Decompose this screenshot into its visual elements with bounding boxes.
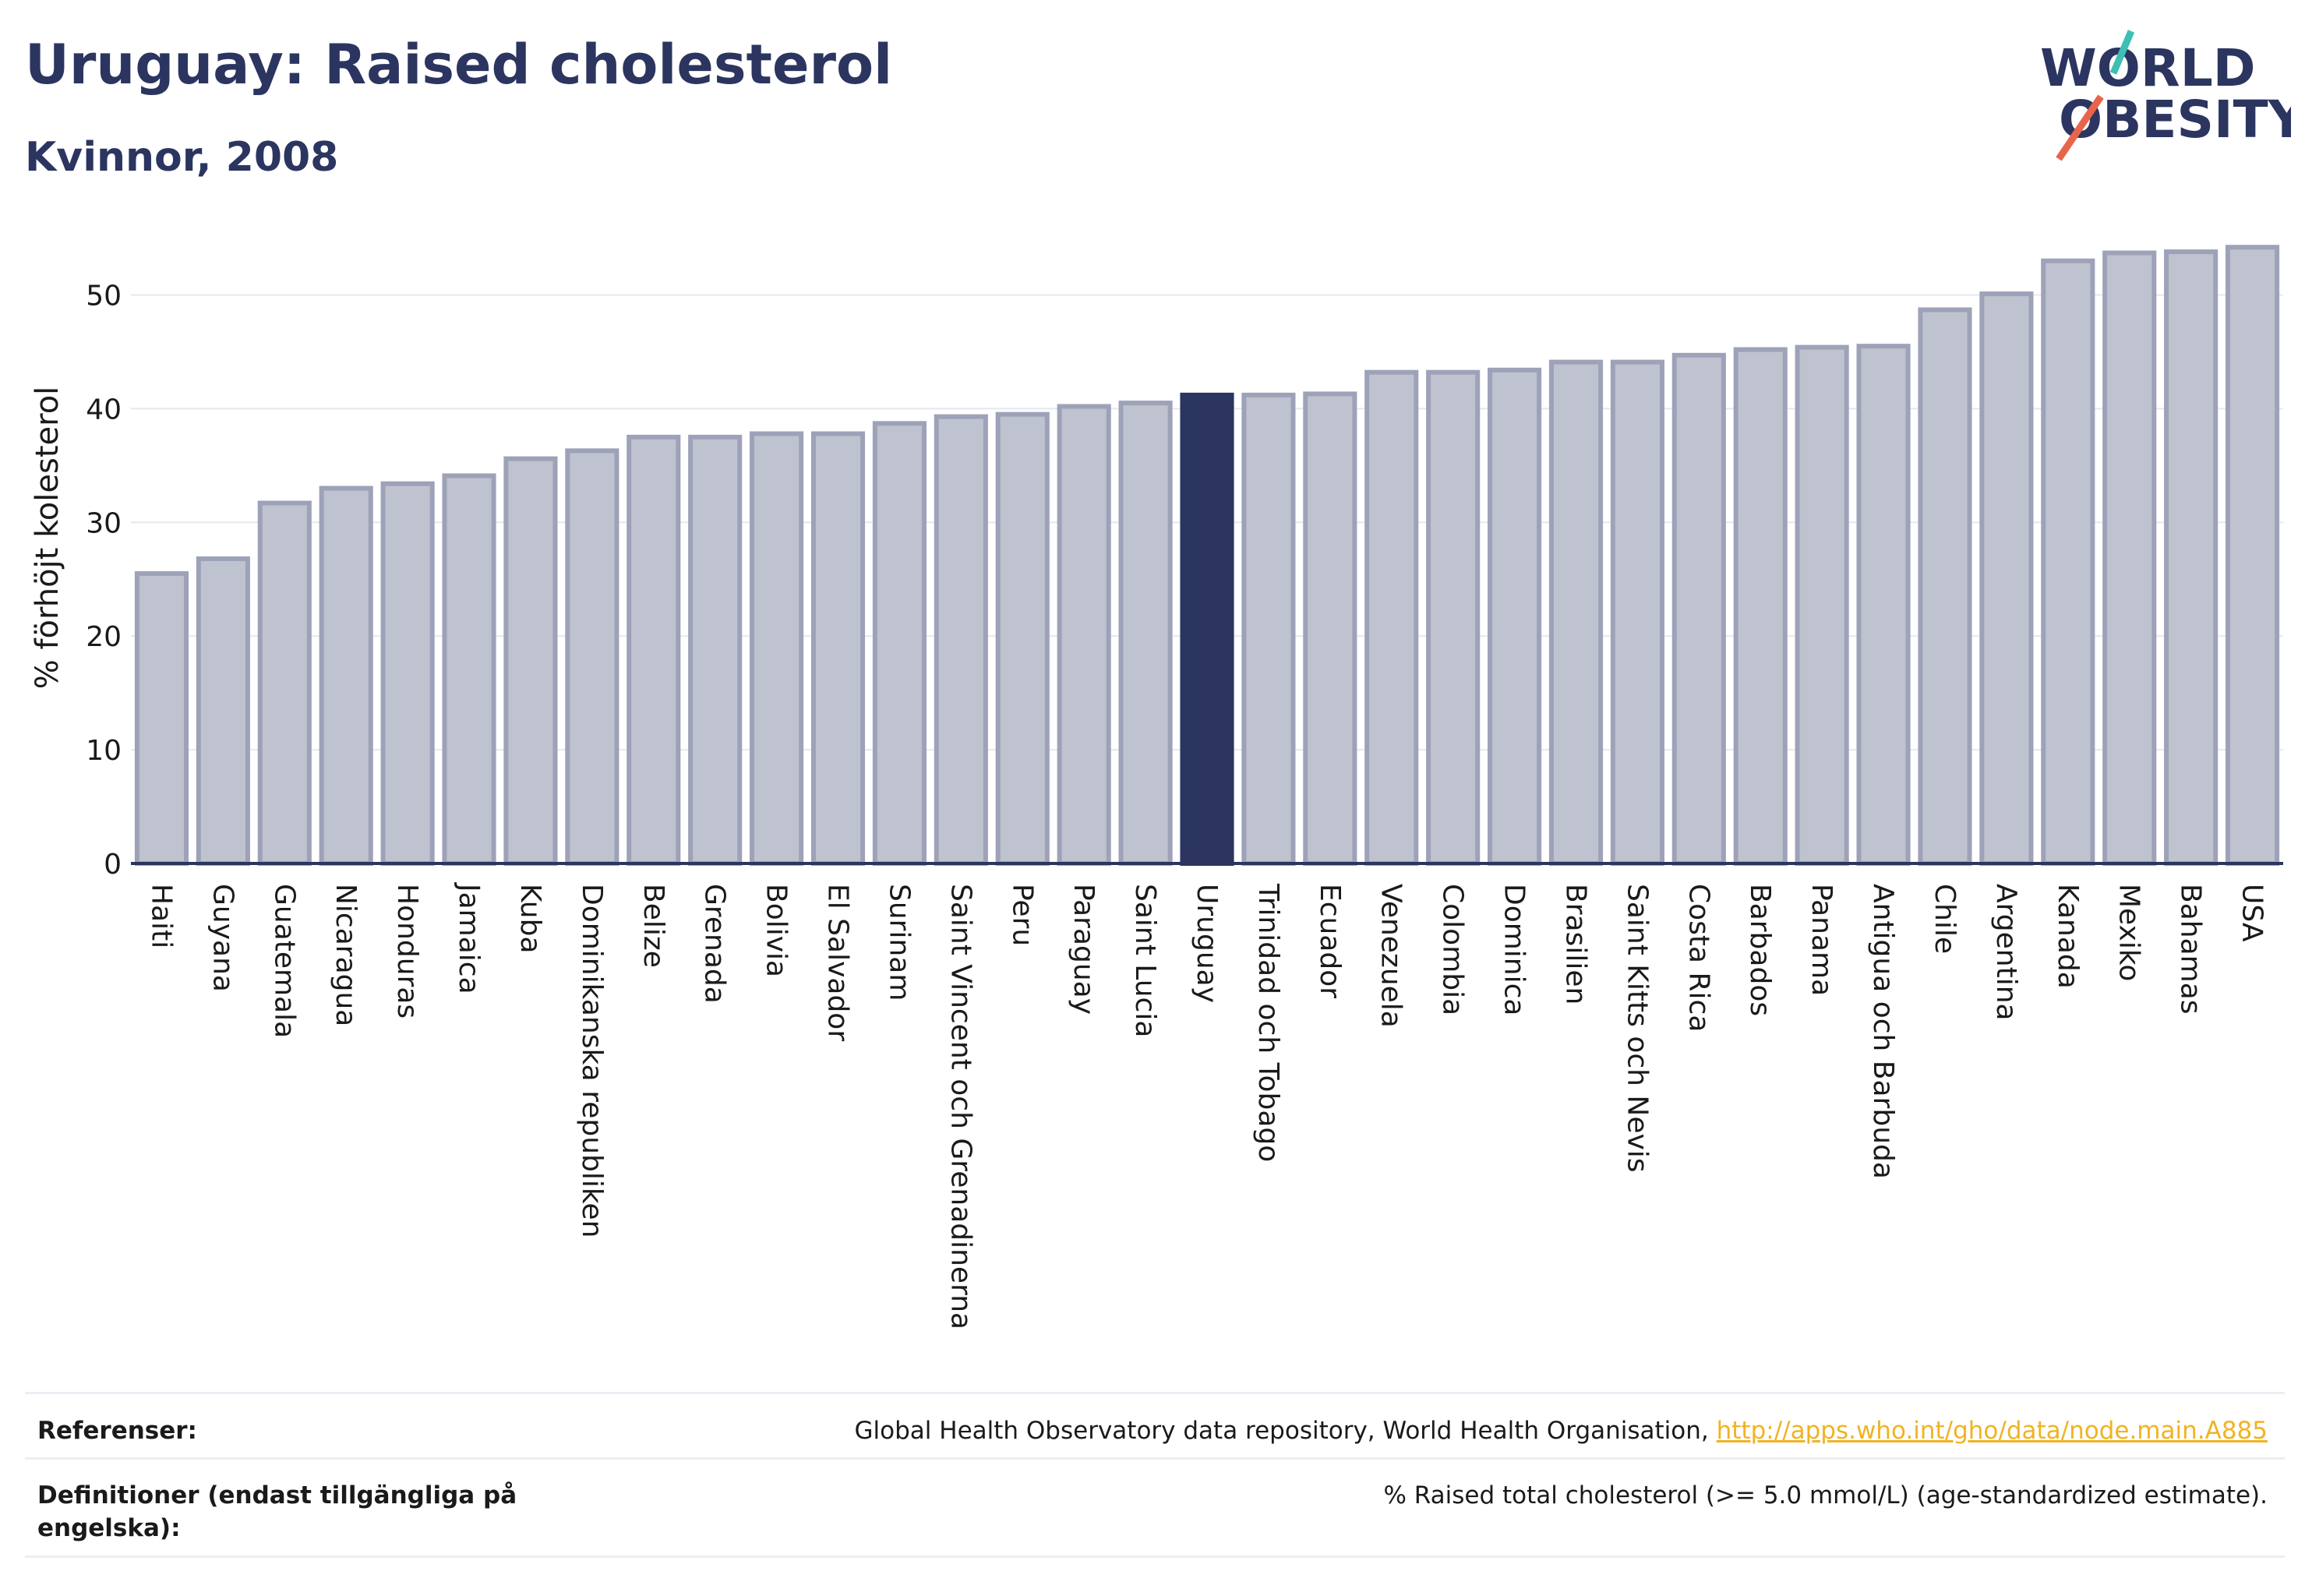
y-tick-label: 30 — [86, 507, 122, 539]
references-source: Global Health Observatory data repositor… — [854, 1417, 1717, 1445]
definitions-text: % Raised total cholesterol (>= 5.0 mmol/… — [1383, 1481, 2268, 1509]
bar-guatemala[interactable] — [257, 500, 312, 866]
x-tick-label: Peru — [1006, 884, 1038, 946]
bar-honduras[interactable] — [380, 481, 435, 866]
x-tick-label: Barbados — [1744, 884, 1776, 1016]
bar-argentina[interactable] — [1979, 291, 2034, 866]
bars — [134, 245, 2280, 867]
world-obesity-logo: WORLD OBESITY — [2040, 30, 2291, 161]
y-axis-label: % förhöjt kolesterol — [30, 387, 65, 690]
bar-brasilien[interactable] — [1548, 359, 1604, 866]
bar-mexiko[interactable] — [2102, 250, 2157, 866]
bar-chile[interactable] — [1918, 307, 1972, 867]
footer-divider-top — [25, 1392, 2285, 1394]
bar-saint-kitts-och-nevis[interactable] — [1610, 359, 1664, 866]
references-link[interactable]: http://apps.who.int/gho/data/node.main.A… — [1716, 1417, 2268, 1445]
x-tick-label: Ecuador — [1314, 884, 1346, 998]
bar-el-salvador[interactable] — [810, 431, 866, 866]
x-tick-label: Surinam — [883, 884, 915, 1001]
x-tick-label: Panama — [1806, 884, 1837, 996]
x-tick-label: Nicaragua — [330, 884, 362, 1026]
logo-line1: WORLD — [2040, 38, 2256, 98]
x-tick-label: Bolivia — [761, 884, 792, 977]
footer-divider-middle — [25, 1457, 2285, 1460]
x-tick-label: Uruguay — [1191, 884, 1223, 1003]
x-tick-label: Saint Vincent och Grenadinerna — [944, 884, 976, 1329]
footer-divider-bottom — [25, 1555, 2285, 1558]
x-tick-label: Dominikanska republiken — [576, 884, 608, 1238]
y-tick-label: 20 — [86, 621, 122, 653]
x-tick-label: Belize — [637, 884, 669, 968]
y-axis-ticks: 0 10 20 30 40 50 — [86, 281, 122, 881]
bar-trinidad-och-tobago[interactable] — [1241, 392, 1296, 866]
x-tick-label: El Salvador — [822, 884, 854, 1041]
y-tick-label: 0 — [104, 849, 122, 881]
bar-ecuador[interactable] — [1303, 391, 1357, 867]
x-tick-label: Grenada — [699, 884, 731, 1004]
x-tick-label: Guyana — [206, 884, 238, 992]
bar-barbados[interactable] — [1733, 347, 1788, 867]
bar-surinam[interactable] — [872, 421, 927, 866]
bar-kuba[interactable] — [503, 456, 558, 866]
references-label: Referenser: — [37, 1417, 197, 1445]
bar-usa[interactable] — [2225, 245, 2280, 866]
bar-peru[interactable] — [995, 411, 1050, 866]
bar-dominica[interactable] — [1488, 367, 1542, 866]
x-tick-label: Argentina — [1990, 884, 2022, 1021]
x-tick-label: Costa Rica — [1682, 884, 1714, 1032]
x-tick-label: Haiti — [145, 884, 177, 948]
x-tick-label: Trinidad och Tobago — [1252, 883, 1284, 1162]
x-tick-label: Kuba — [514, 884, 546, 954]
x-tick-label: Saint Kitts och Nevis — [1621, 884, 1653, 1173]
bar-panama[interactable] — [1795, 344, 1849, 866]
y-tick-label: 10 — [86, 735, 122, 767]
bar-colombia[interactable] — [1426, 369, 1481, 867]
x-tick-label: Honduras — [391, 884, 423, 1019]
x-tick-label: USA — [2236, 884, 2268, 942]
x-tick-label: Mexiko — [2113, 884, 2145, 981]
x-tick-label: Colombia — [1437, 884, 1469, 1015]
bar-grenada[interactable] — [688, 434, 743, 866]
bar-nicaragua[interactable] — [319, 486, 373, 867]
bar-paraguay[interactable] — [1057, 404, 1111, 866]
x-tick-label: Brasilien — [1559, 884, 1591, 1005]
bar-chart: 0 10 20 30 40 50 Haiti Guyana Guatemala Nicaragu… — [30, 245, 2283, 1329]
logo-teal-slash — [2109, 30, 2135, 75]
x-axis-labels: Haiti Guyana Guatemala Nicaragua Honduras Jam… — [145, 882, 2268, 1329]
chart-subtitle: Kvinnor, 2008 — [25, 134, 339, 181]
x-tick-label: Chile — [1929, 884, 1961, 954]
bar-venezuela[interactable] — [1364, 369, 1419, 867]
chart-title: Uruguay: Raised cholesterol — [25, 33, 893, 97]
x-tick-label: Kanada — [2052, 884, 2084, 989]
bar-saint-lucia[interactable] — [1118, 401, 1173, 866]
bar-uruguay[interactable] — [1180, 392, 1234, 866]
bar-bahamas[interactable] — [2164, 249, 2219, 867]
logo-red-slash — [2056, 94, 2104, 161]
references-text: Global Health Observatory data repositor… — [855, 1414, 2268, 1447]
x-tick-label: Bahamas — [2175, 884, 2207, 1015]
x-tick-label: Venezuela — [1375, 884, 1407, 1028]
bar-bolivia[interactable] — [750, 431, 804, 866]
y-tick-label: 50 — [86, 281, 122, 312]
bar-haiti[interactable] — [134, 570, 189, 867]
y-tick-label: 40 — [86, 394, 122, 425]
bar-guyana[interactable] — [196, 556, 250, 866]
x-tick-label: Antigua och Barbuda — [1867, 884, 1899, 1179]
definitions-label: Definitioner (endast tillgängliga på eng… — [37, 1481, 517, 1542]
x-tick-label: Dominica — [1498, 884, 1530, 1015]
bar-belize[interactable] — [627, 434, 681, 866]
x-tick-label: Saint Lucia — [1129, 884, 1161, 1037]
bar-costa-rica[interactable] — [1671, 352, 1726, 866]
bar-antigua-och-barbuda[interactable] — [1856, 344, 1911, 866]
x-tick-label: Paraguay — [1068, 884, 1100, 1015]
bar-jamaica[interactable] — [442, 473, 496, 867]
x-tick-label: Jamaica — [453, 882, 485, 994]
bar-dominikanska-republiken[interactable] — [565, 448, 619, 866]
x-tick-label: Guatemala — [268, 884, 300, 1038]
bar-saint-vincent-och-grenadinerna[interactable] — [934, 414, 988, 866]
bar-kanada[interactable] — [2041, 258, 2095, 867]
